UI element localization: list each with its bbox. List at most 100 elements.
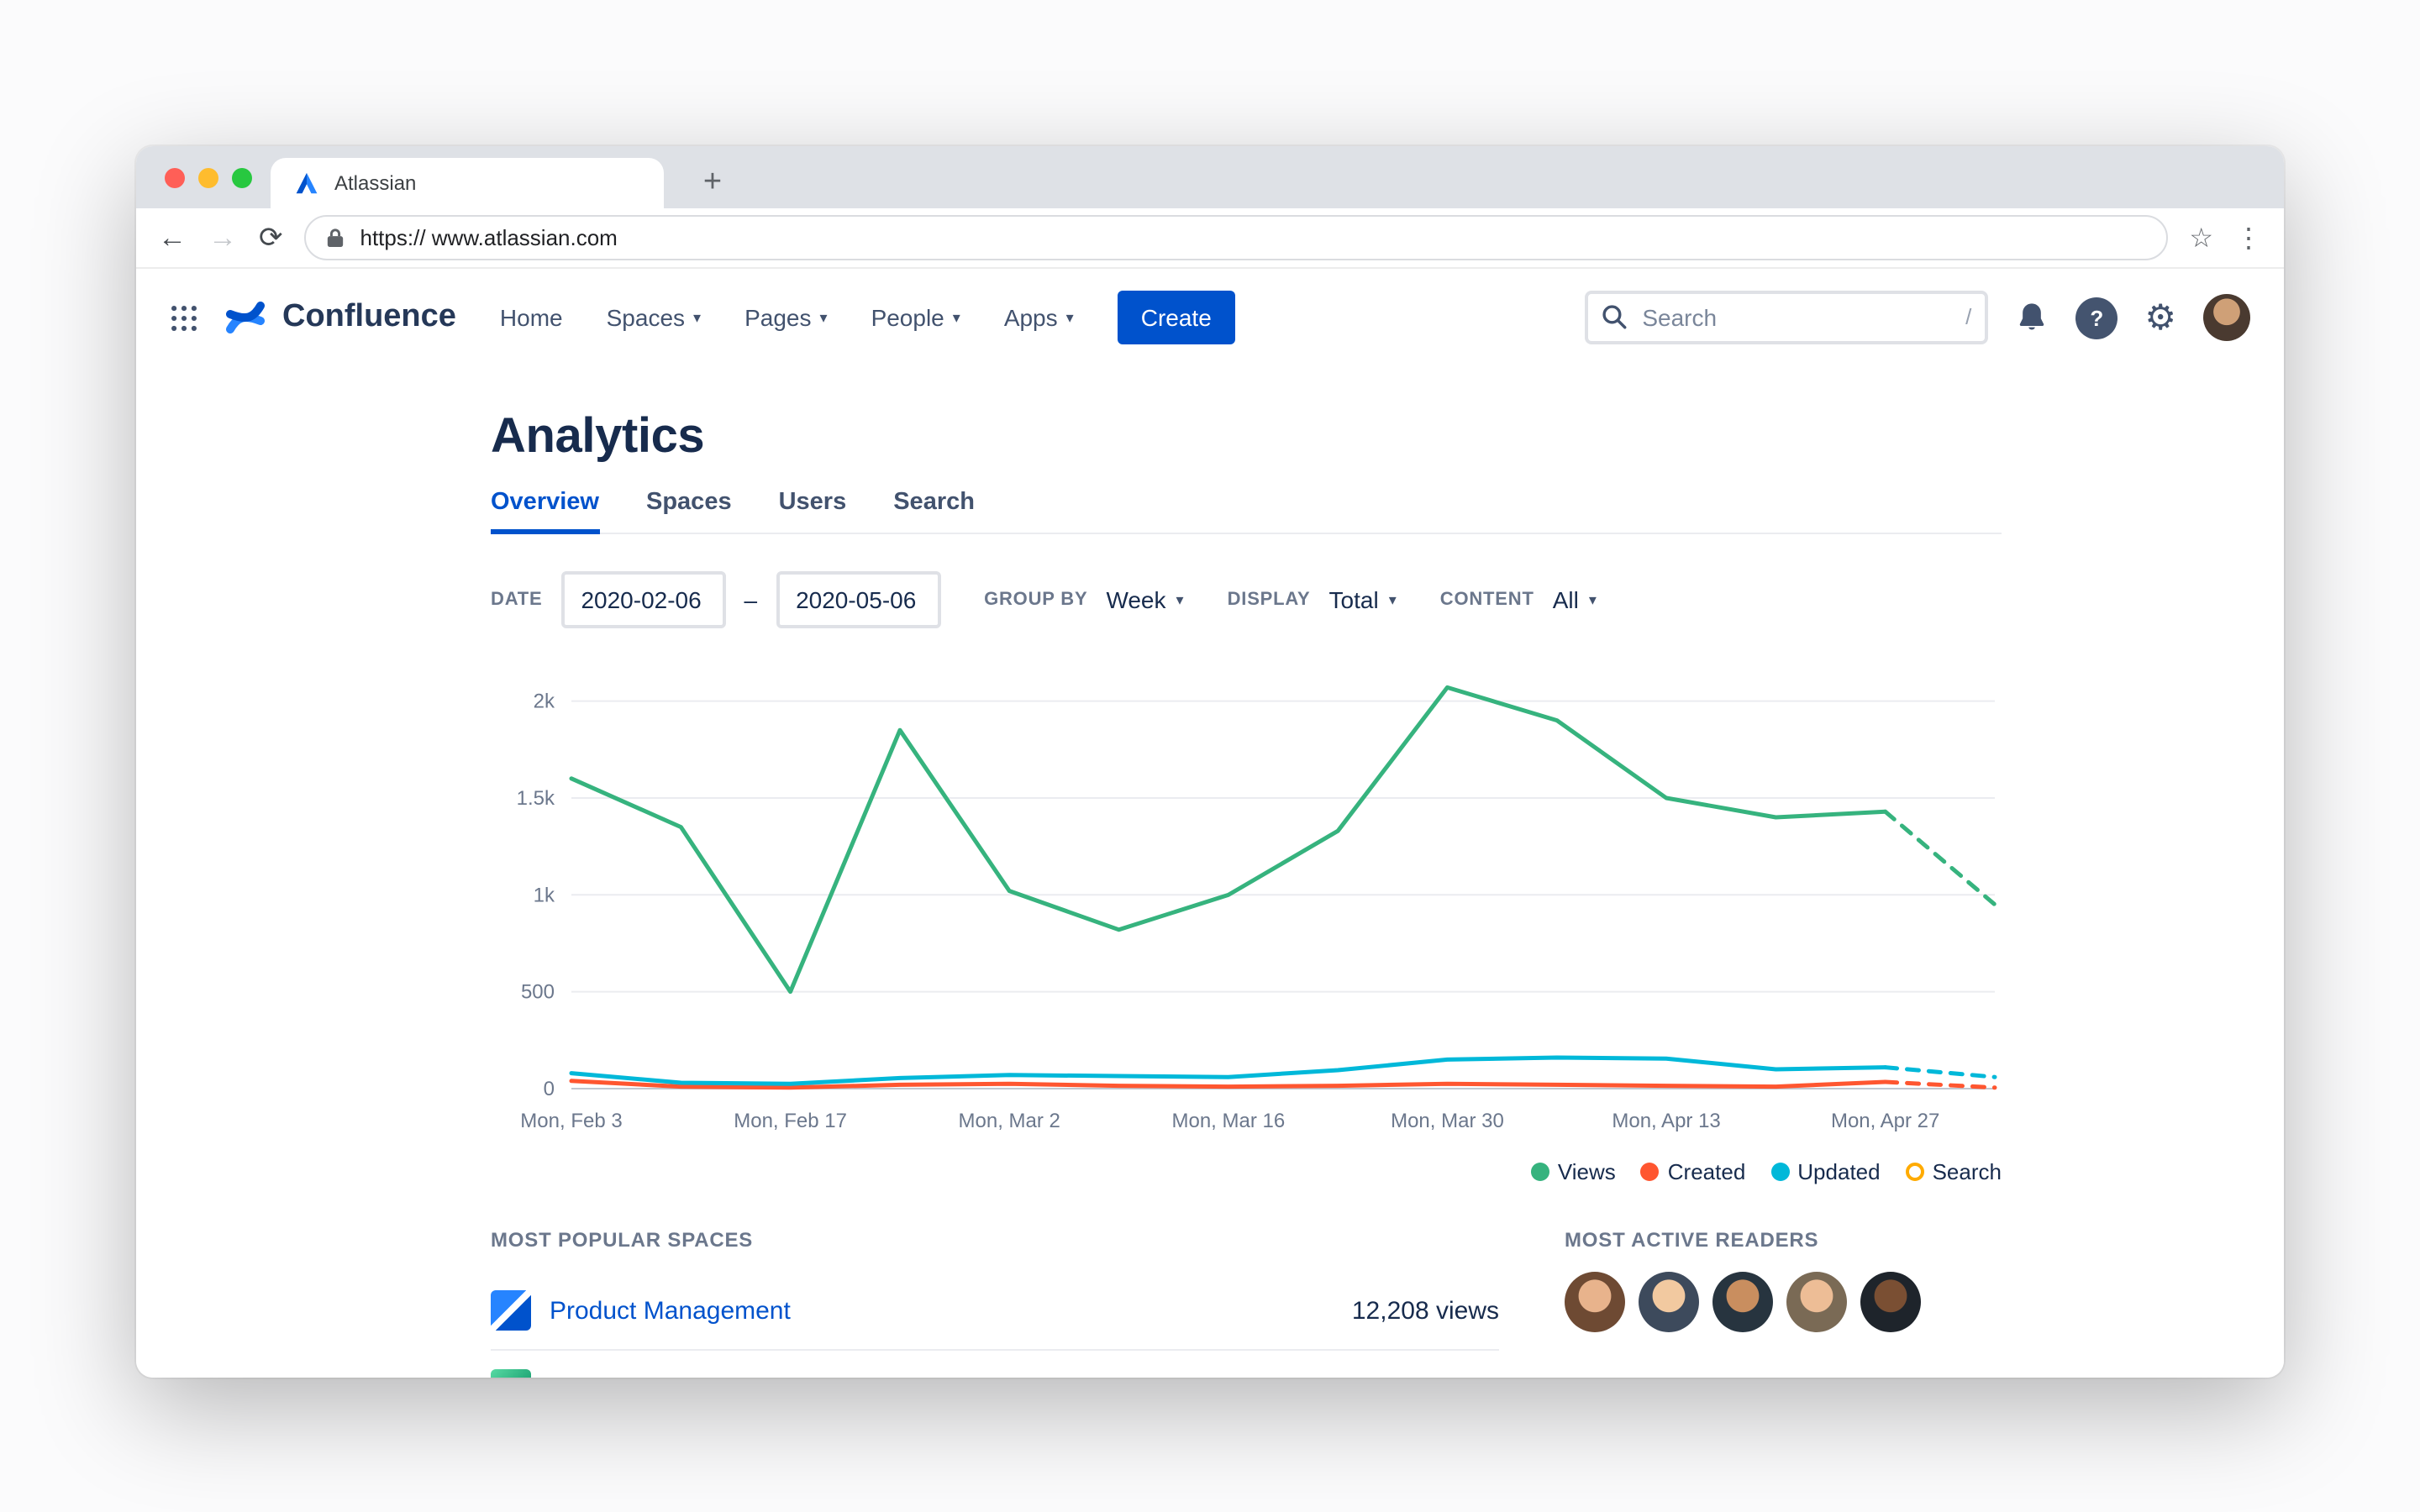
legend-label: Created [1667, 1158, 1746, 1184]
svg-text:1k: 1k [534, 884, 555, 906]
chart-legend: Views Created Updated Search [491, 1154, 2002, 1188]
legend-dot-icon [1905, 1162, 1924, 1180]
chevron-down-icon: ▾ [1176, 591, 1184, 607]
reader-avatar[interactable] [1860, 1272, 1921, 1332]
space-icon [491, 1290, 531, 1331]
popular-spaces-section: MOST POPULAR SPACES Product Management 1… [491, 1228, 1499, 1378]
space-icon [491, 1369, 531, 1378]
display-label: DISPLAY [1227, 590, 1311, 610]
svg-text:500: 500 [521, 981, 555, 1004]
top-nav: Home Spaces ▾ Pages ▾ People ▾ Apps ▾ [500, 304, 1074, 331]
reload-icon[interactable]: ⟳ [259, 222, 283, 254]
legend-item-views[interactable]: Views [1530, 1158, 1616, 1184]
traffic-light-minimize[interactable] [198, 168, 218, 188]
notifications-button[interactable] [2015, 301, 2049, 334]
browser-menu-icon[interactable]: ⋮ [2235, 224, 2262, 253]
tab-spaces[interactable]: Spaces [646, 489, 732, 516]
tab-strip: Atlassian + [136, 146, 2284, 208]
popular-spaces-heading: MOST POPULAR SPACES [491, 1228, 754, 1252]
bookmark-star-icon[interactable]: ☆ [2189, 224, 2213, 253]
space-name-link[interactable]: Human Relations [550, 1375, 743, 1378]
back-icon[interactable]: ← [158, 222, 187, 254]
reader-avatars [1565, 1272, 2002, 1332]
traffic-light-close[interactable] [165, 168, 185, 188]
svg-text:1.5k: 1.5k [517, 787, 555, 810]
page-title: Analytics [491, 410, 705, 464]
space-name-link[interactable]: Product Management [550, 1296, 791, 1325]
chevron-down-icon: ▾ [1388, 591, 1397, 607]
chevron-down-icon: ▾ [693, 308, 702, 325]
analytics-tabs: Overview Spaces Users Search [491, 489, 2002, 534]
active-readers-heading: MOST ACTIVE READERS [1565, 1228, 1819, 1252]
chevron-down-icon: ▾ [819, 308, 828, 325]
legend-item-updated[interactable]: Updated [1770, 1158, 1881, 1184]
date-range-separator: – [744, 586, 758, 613]
bell-icon [2020, 303, 2044, 330]
reader-avatar[interactable] [1639, 1272, 1699, 1332]
tab-search[interactable]: Search [893, 489, 975, 516]
new-tab-button[interactable]: + [702, 165, 723, 200]
line-chart: 0 500 1k 1.5k 2k Mon, Feb 3 Mon, Feb 17 Mon, Ma… [517, 685, 1997, 1132]
global-search: / [1585, 291, 1989, 344]
legend-dot-icon [1530, 1162, 1549, 1180]
browser-toolbar: ← → ⟳ https:// www.atlassian.com ☆ ⋮ [136, 208, 2284, 269]
filter-bar: DATE – GROUP BY Week ▾ DISPLAY Total [491, 571, 2002, 628]
nav-people[interactable]: People ▾ [871, 304, 960, 331]
svg-text:0: 0 [544, 1078, 555, 1100]
url-bar[interactable]: https:// www.atlassian.com [304, 215, 2168, 260]
search-icon [1602, 305, 1627, 329]
space-row[interactable]: Human Relations 976 views [491, 1351, 1499, 1378]
content-label: CONTENT [1439, 590, 1534, 610]
settings-gear-icon[interactable]: ⚙ [2144, 298, 2176, 337]
legend-label: Search [1932, 1158, 2002, 1184]
nav-pages[interactable]: Pages ▾ [744, 304, 828, 331]
legend-label: Views [1557, 1158, 1616, 1184]
tab-users[interactable]: Users [778, 489, 847, 516]
confluence-logo-icon [226, 302, 265, 333]
space-row[interactable]: Product Management 12,208 views [491, 1272, 1499, 1351]
help-button[interactable]: ? [2075, 297, 2118, 339]
summary-sections: MOST POPULAR SPACES Product Management 1… [491, 1228, 2002, 1378]
legend-item-search[interactable]: Search [1905, 1158, 2002, 1184]
traffic-light-zoom[interactable] [232, 168, 252, 188]
svg-text:Mon, Apr 13: Mon, Apr 13 [1612, 1110, 1720, 1132]
svg-text:Mon, Mar 16: Mon, Mar 16 [1171, 1110, 1285, 1132]
reader-avatar[interactable] [1786, 1272, 1847, 1332]
content-select[interactable]: All ▾ [1552, 586, 1597, 613]
forward-icon[interactable]: → [208, 222, 237, 254]
confluence-header: Confluence Home Spaces ▾ Pages ▾ People … [136, 269, 2284, 366]
chevron-down-icon: ▾ [952, 308, 960, 325]
active-readers-section: MOST ACTIVE READERS [1565, 1228, 2002, 1378]
nav-spaces[interactable]: Spaces ▾ [606, 304, 702, 331]
atlassian-favicon-icon [296, 171, 318, 193]
browser-tab[interactable]: Atlassian [271, 158, 664, 208]
display-select[interactable]: Total ▾ [1328, 586, 1397, 613]
question-icon: ? [2090, 305, 2104, 330]
create-button[interactable]: Create [1117, 291, 1235, 344]
nav-home[interactable]: Home [499, 304, 563, 331]
svg-text:Mon, Mar 30: Mon, Mar 30 [1391, 1110, 1504, 1132]
chevron-down-icon: ▾ [1065, 308, 1074, 325]
group-by-select[interactable]: Week ▾ [1106, 586, 1184, 613]
profile-avatar[interactable] [2203, 294, 2250, 341]
svg-text:Mon, Feb 3: Mon, Feb 3 [520, 1110, 622, 1132]
reader-avatar[interactable] [1565, 1272, 1625, 1332]
svg-text:Mon, Feb 17: Mon, Feb 17 [734, 1110, 847, 1132]
tab-title: Atlassian [334, 171, 417, 195]
lock-icon [328, 228, 344, 247]
date-label: DATE [491, 590, 543, 610]
space-views: 976 views [1387, 1375, 1499, 1378]
tab-overview[interactable]: Overview [491, 489, 599, 534]
search-input[interactable] [1585, 291, 1989, 344]
nav-apps[interactable]: Apps ▾ [1003, 304, 1074, 331]
search-shortcut-hint: / [1965, 304, 1972, 329]
legend-item-created[interactable]: Created [1640, 1158, 1746, 1184]
confluence-wordmark: Confluence [282, 299, 456, 334]
svg-text:2k: 2k [534, 690, 555, 713]
date-from-input[interactable] [560, 571, 726, 628]
reader-avatar[interactable] [1712, 1272, 1773, 1332]
group-by-label: GROUP BY [984, 590, 1088, 610]
app-switcher-grid-icon[interactable] [170, 303, 198, 332]
browser-window: Atlassian + ← → ⟳ https:// www.atlassian… [136, 146, 2284, 1378]
date-to-input[interactable] [776, 571, 941, 628]
